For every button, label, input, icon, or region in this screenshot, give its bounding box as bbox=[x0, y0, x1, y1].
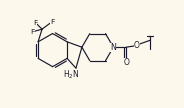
Text: F: F bbox=[33, 20, 37, 26]
Text: N: N bbox=[110, 43, 116, 52]
Text: F: F bbox=[50, 19, 54, 25]
Text: O: O bbox=[123, 58, 129, 67]
Text: F: F bbox=[30, 29, 34, 35]
Text: H$_2$N: H$_2$N bbox=[63, 69, 79, 81]
Text: O: O bbox=[134, 41, 140, 50]
